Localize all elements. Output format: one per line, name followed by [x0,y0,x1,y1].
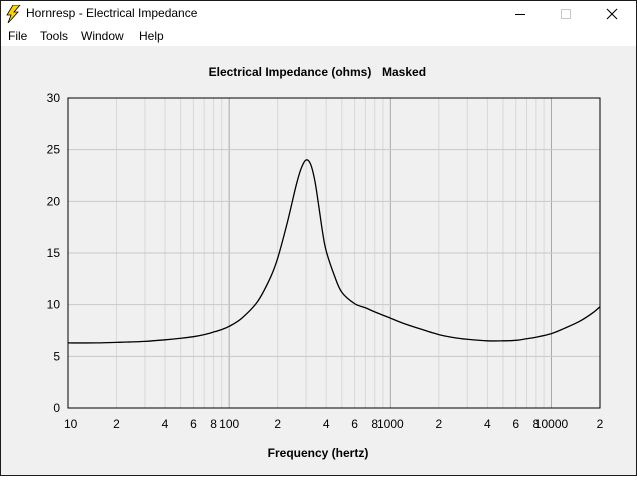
x-tick-label: 10000 [535,417,569,431]
x-tick-label: 2 [597,417,604,431]
x-tick-label: 2 [435,417,442,431]
title-bar[interactable]: Hornresp - Electrical Impedance [1,1,636,27]
x-tick-label: 4 [323,417,330,431]
y-tick-label: 0 [53,401,60,415]
minimize-button[interactable] [497,1,543,27]
impedance-chart: Electrical Impedance (ohms) Masked 0 5 10 1… [47,65,604,460]
plot-frame [67,97,601,409]
impedance-curve [67,159,601,344]
x-tick-label: 6 [351,417,358,431]
y-tick-label: 20 [47,194,61,208]
menu-tools[interactable]: Tools [40,29,69,43]
close-icon [606,8,618,20]
maximize-icon [561,9,571,19]
y-tick-label: 30 [47,91,61,105]
chart-title: Electrical Impedance (ohms) [209,65,372,79]
y-tick-label: 15 [47,246,61,260]
x-tick-label: 10 [64,417,78,431]
close-button[interactable] [589,1,635,27]
window-title: Hornresp - Electrical Impedance [26,6,198,20]
chart-area: Electrical Impedance (ohms) Masked 0 5 10 1… [1,46,636,475]
x-tick-label: 8 [210,417,217,431]
lightning-bolt-icon [6,5,21,23]
x-tick-label: 2 [113,417,120,431]
x-tick-label: 4 [162,417,169,431]
x-tick-label: 6 [512,417,519,431]
chart-title-suffix: Masked [382,65,426,79]
x-tick-label: 4 [484,417,491,431]
x-tick-label: 6 [190,417,197,431]
menu-file[interactable]: File [8,29,28,43]
x-axis-label: Frequency (hertz) [268,446,369,460]
minimize-icon [515,14,525,15]
menu-window[interactable]: Window [81,29,124,43]
menu-bar: File Tools Window Help [1,27,636,46]
x-tick-label: 8 [371,417,378,431]
menu-help[interactable]: Help [139,29,164,43]
x-tick-label: 100 [219,417,239,431]
x-tick-label: 2 [274,417,281,431]
horizontal-grid [68,149,600,357]
x-tick-label: 8 [533,417,540,431]
y-tick-label: 5 [53,349,60,363]
maximize-button[interactable] [543,1,589,27]
y-axis-ticks: 0 5 10 15 20 25 30 [47,91,61,415]
y-tick-label: 10 [47,298,61,312]
y-tick-label: 25 [47,143,61,157]
x-tick-label: 1000 [377,417,404,431]
